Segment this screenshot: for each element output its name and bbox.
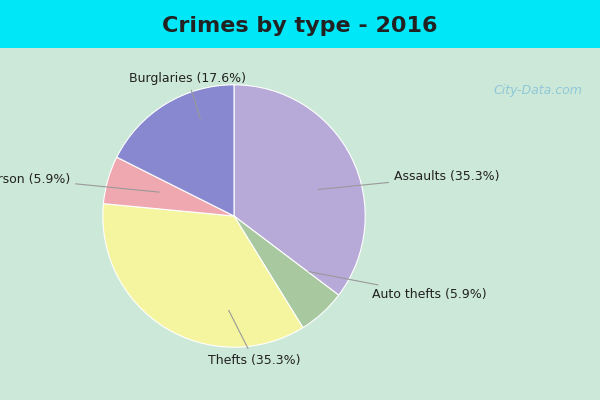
- Text: Assaults (35.3%): Assaults (35.3%): [318, 170, 500, 190]
- Wedge shape: [103, 204, 303, 347]
- Text: Arson (5.9%): Arson (5.9%): [0, 173, 159, 192]
- Wedge shape: [103, 157, 234, 216]
- Text: Burglaries (17.6%): Burglaries (17.6%): [129, 72, 246, 119]
- Text: Thefts (35.3%): Thefts (35.3%): [208, 310, 300, 367]
- Text: Crimes by type - 2016: Crimes by type - 2016: [162, 16, 438, 36]
- Wedge shape: [117, 85, 234, 216]
- Wedge shape: [234, 85, 365, 295]
- Text: City-Data.com: City-Data.com: [493, 84, 582, 97]
- Wedge shape: [234, 216, 338, 328]
- Text: Auto thefts (5.9%): Auto thefts (5.9%): [309, 272, 487, 301]
